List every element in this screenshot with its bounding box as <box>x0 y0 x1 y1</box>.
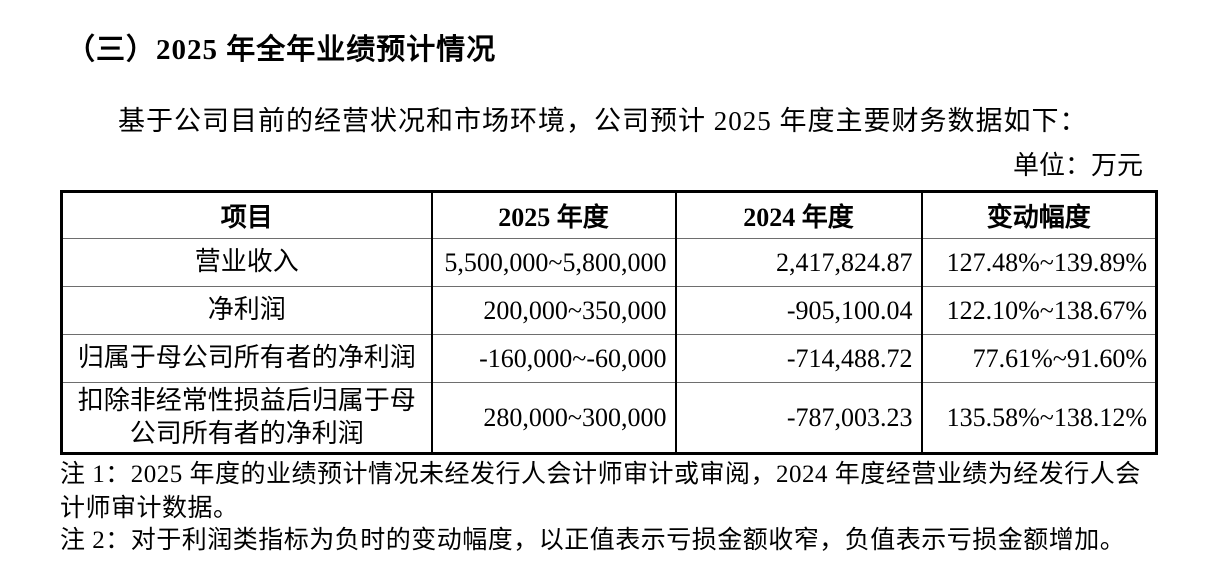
col-header-2025: 2025 年度 <box>430 191 677 239</box>
cell-2024: -714,488.72 <box>674 334 923 383</box>
cell-2024: 2,417,824.87 <box>674 238 923 287</box>
cell-change: 127.48%~139.89% <box>920 238 1158 287</box>
table-row: 扣除非经常性损益后归属于母公司所有者的净利润 280,000~300,000 -… <box>60 382 1158 454</box>
intro-paragraph: 基于公司目前的经营状况和市场环境，公司预计 2025 年度主要财务数据如下： <box>118 106 1088 136</box>
forecast-table: 项目 2025 年度 2024 年度 变动幅度 营业收入 5,500,000~5… <box>60 190 1158 455</box>
footnote-1: 注 1：2025 年度的业绩预计情况未经发行人会计师审计或审阅，2024 年度经… <box>60 461 1141 522</box>
col-header-change: 变动幅度 <box>920 191 1158 239</box>
cell-change: 135.58%~138.12% <box>920 382 1158 454</box>
table-row: 净利润 200,000~350,000 -905,100.04 122.10%~… <box>60 286 1158 335</box>
table-header-row: 项目 2025 年度 2024 年度 变动幅度 <box>60 191 1158 239</box>
col-header-2024: 2024 年度 <box>674 191 923 239</box>
cell-change: 77.61%~91.60% <box>920 334 1158 383</box>
col-header-item: 项目 <box>60 191 433 239</box>
cell-item: 扣除非经常性损益后归属于母公司所有者的净利润 <box>60 382 433 454</box>
cell-item: 归属于母公司所有者的净利润 <box>60 334 433 383</box>
cell-2025: 280,000~300,000 <box>430 382 677 454</box>
cell-change: 122.10%~138.67% <box>920 286 1158 335</box>
footnote-2: 注 2：对于利润类指标为负时的变动幅度，以正值表示亏损金额收窄，负值表示亏损金额… <box>60 527 1126 554</box>
section-heading: （三）2025 年全年业绩预计情况 <box>66 34 497 66</box>
cell-2025: -160,000~-60,000 <box>430 334 677 383</box>
cell-2024: -787,003.23 <box>674 382 923 454</box>
unit-label: 单位：万元 <box>1012 151 1143 180</box>
cell-2024: -905,100.04 <box>674 286 923 335</box>
cell-2025: 5,500,000~5,800,000 <box>430 238 677 287</box>
table-row: 营业收入 5,500,000~5,800,000 2,417,824.87 12… <box>60 238 1158 287</box>
cell-2025: 200,000~350,000 <box>430 286 677 335</box>
cell-item: 营业收入 <box>60 238 433 287</box>
forecast-table-container: 项目 2025 年度 2024 年度 变动幅度 营业收入 5,500,000~5… <box>60 190 1158 455</box>
cell-item: 净利润 <box>60 286 433 335</box>
table-row: 归属于母公司所有者的净利润 -160,000~-60,000 -714,488.… <box>60 334 1158 383</box>
